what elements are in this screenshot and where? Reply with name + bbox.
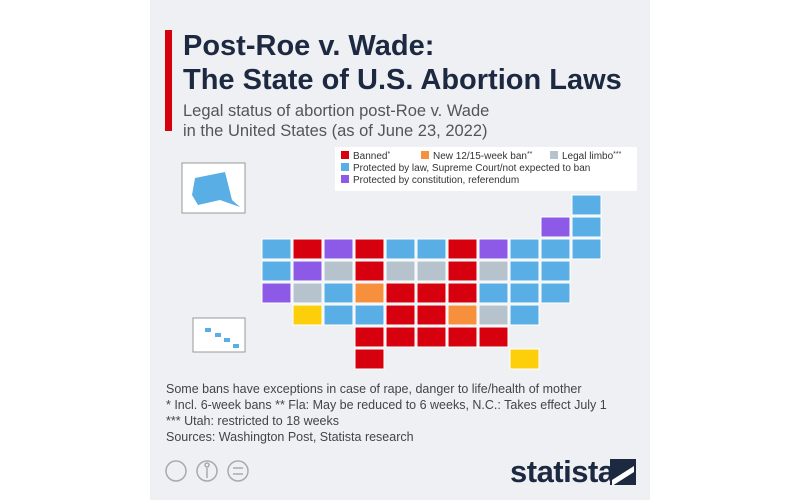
brand: statista <box>510 454 616 489</box>
state <box>509 282 540 304</box>
legend-label: Protected by law, Supreme Court/not expe… <box>353 163 590 174</box>
subtitle: Legal status of abortion post-Roe v. Wad… <box>183 102 489 120</box>
accent-bar <box>165 30 172 131</box>
legend-label: Legal limbo*** <box>562 151 622 163</box>
state <box>478 238 509 260</box>
state <box>416 282 447 304</box>
note: * Incl. 6-week bans ** Fla: May be reduc… <box>166 398 607 412</box>
legend-swatch <box>550 151 558 159</box>
state <box>447 238 478 260</box>
state <box>509 238 540 260</box>
state <box>416 260 447 282</box>
state <box>292 282 323 304</box>
state <box>571 238 602 260</box>
state <box>571 216 602 238</box>
state <box>416 326 447 348</box>
state <box>509 304 540 326</box>
state <box>478 304 509 326</box>
legend-label: Protected by constitution, referendum <box>353 175 519 186</box>
legend: Banned* New 12/15-week ban** Legal limbo**… <box>341 151 622 186</box>
legend-text: New 12/15-week ban <box>433 151 527 162</box>
state <box>447 260 478 282</box>
subtitle: in the United States (as of June 23, 202… <box>183 122 488 140</box>
legend-mark: ** <box>527 151 533 158</box>
legend-label: New 12/15-week ban** <box>433 151 533 163</box>
state <box>261 260 292 282</box>
state <box>205 328 211 332</box>
state <box>323 304 354 326</box>
legend-text: Banned <box>353 151 387 162</box>
state <box>509 348 540 370</box>
map <box>192 172 602 370</box>
state <box>292 260 323 282</box>
license-icons <box>165 460 249 482</box>
state <box>540 216 571 238</box>
legend-box <box>335 147 637 191</box>
note: Some bans have exceptions in case of rap… <box>166 382 582 396</box>
state <box>540 238 571 260</box>
state <box>447 304 478 326</box>
state <box>447 282 478 304</box>
state <box>354 326 385 348</box>
state <box>571 194 602 216</box>
state <box>323 282 354 304</box>
state <box>192 172 240 207</box>
state <box>354 282 385 304</box>
state <box>385 304 416 326</box>
state <box>354 238 385 260</box>
state <box>385 326 416 348</box>
state <box>478 260 509 282</box>
legend-swatch <box>341 151 349 159</box>
state <box>540 260 571 282</box>
state <box>478 282 509 304</box>
state <box>323 238 354 260</box>
state <box>224 338 230 342</box>
state <box>292 304 323 326</box>
state <box>354 260 385 282</box>
state <box>509 260 540 282</box>
brand-logo <box>610 459 636 486</box>
legend-text: Protected by constitution, referendum <box>353 175 519 186</box>
state <box>385 282 416 304</box>
state <box>540 282 571 304</box>
legend-mark: *** <box>613 151 621 158</box>
state <box>354 304 385 326</box>
legend-text: Protected by law, Supreme Court/not expe… <box>353 163 590 174</box>
state <box>416 238 447 260</box>
note: Sources: Washington Post, Statista resea… <box>166 430 414 444</box>
legend-swatch <box>421 151 429 159</box>
state <box>261 238 292 260</box>
state <box>447 326 478 348</box>
state <box>416 304 447 326</box>
legend-swatch <box>341 175 349 183</box>
state <box>385 260 416 282</box>
state <box>385 238 416 260</box>
state <box>233 344 239 348</box>
note: *** Utah: restricted to 18 weeks <box>166 414 339 428</box>
state <box>292 238 323 260</box>
title: Post-Roe v. Wade: <box>183 30 434 62</box>
legend-swatch <box>341 163 349 171</box>
legend-mark: * <box>387 151 390 158</box>
state <box>478 326 509 348</box>
legend-label: Banned* <box>353 151 390 163</box>
state <box>354 348 385 370</box>
title: The State of U.S. Abortion Laws <box>183 64 622 96</box>
legend-text: Legal limbo <box>562 151 614 162</box>
state <box>323 260 354 282</box>
state <box>261 282 292 304</box>
state <box>215 333 221 337</box>
